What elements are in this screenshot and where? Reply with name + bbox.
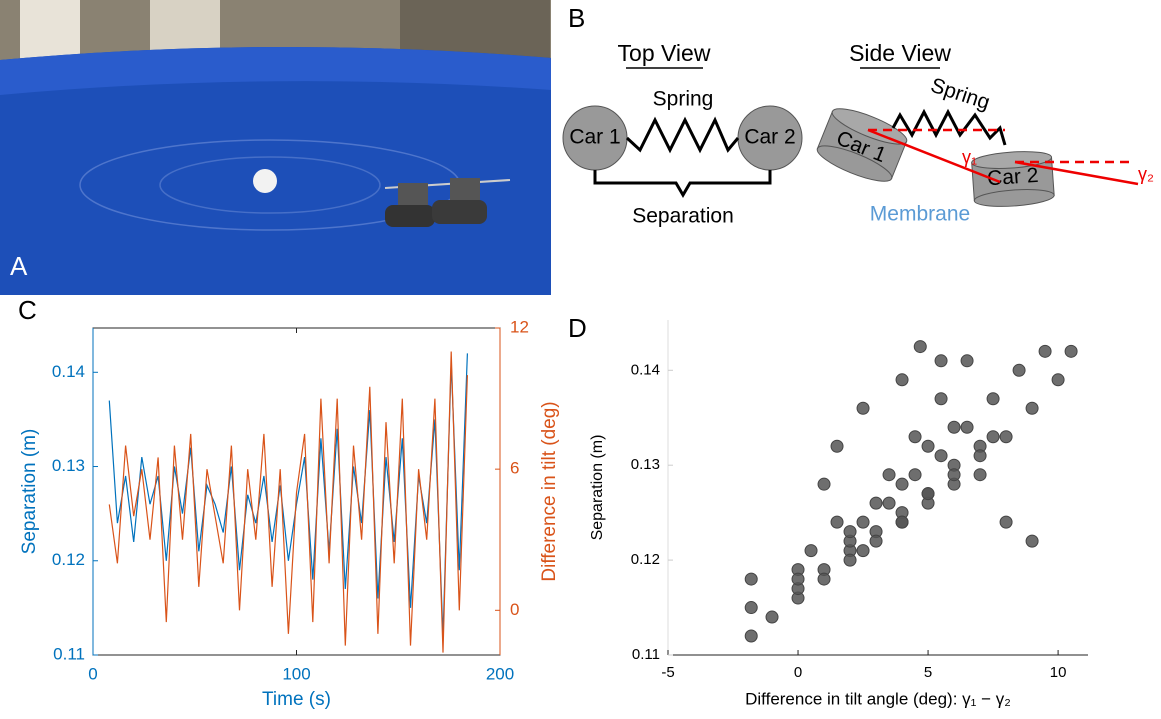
data-point (922, 440, 934, 452)
data-point (1026, 402, 1038, 414)
data-point (1000, 516, 1012, 528)
membrane-label: Membrane (870, 203, 970, 226)
view-title: Side View (849, 40, 951, 66)
data-point (909, 431, 921, 443)
data-line (109, 353, 467, 636)
panel-label: A (10, 251, 28, 281)
spring-label: Spring (653, 88, 714, 111)
y-tick-label: 0.11 (632, 646, 660, 663)
y2-tick-label: 0 (510, 600, 519, 619)
data-point (745, 573, 757, 585)
data-point (1026, 535, 1038, 547)
x-tick-label: 100 (282, 664, 310, 683)
data-point (974, 450, 986, 462)
data-point (831, 516, 843, 528)
panel-label: C (18, 295, 37, 325)
x-axis-label: Difference in tilt angle (deg): γ₁ − γ₂ (745, 689, 1011, 708)
y2-tick-label: 6 (510, 459, 519, 478)
y-tick-label: 0.12 (631, 551, 660, 568)
data-point (883, 469, 895, 481)
data-point (948, 421, 960, 433)
spring-label: Spring (928, 74, 993, 115)
data-point (935, 355, 947, 367)
car-label: Car 1 (569, 126, 620, 149)
data-point (857, 545, 869, 557)
data-point (974, 469, 986, 481)
x-tick-label: 0 (794, 664, 802, 681)
car-label: Car 2 (744, 126, 795, 149)
x-axis-label: Time (s) (262, 689, 331, 710)
data-point (896, 374, 908, 386)
data-point (883, 497, 895, 509)
data-point (922, 488, 934, 500)
y-tick-label: 0.13 (631, 456, 660, 473)
angle-label: γ₂ (1138, 164, 1154, 184)
data-point (844, 554, 856, 566)
y-tick-label: 0.12 (52, 550, 85, 569)
panel-label: D (568, 313, 587, 343)
y-axis-label: Separation (m) (589, 435, 606, 541)
data-point (896, 478, 908, 490)
x-tick-label: 10 (1050, 664, 1067, 681)
x-tick-label: 0 (88, 664, 97, 683)
data-point (831, 440, 843, 452)
data-point (909, 469, 921, 481)
angle-label: γ₁ (962, 147, 977, 167)
data-point (844, 526, 856, 538)
figure: A B Top View Car 1 Car 2 Spring Separati… (0, 0, 1161, 719)
data-point (1065, 345, 1077, 357)
data-point (896, 516, 908, 528)
y2-axis-label: Difference in tilt (deg) (539, 401, 560, 581)
data-point (961, 421, 973, 433)
data-point (987, 393, 999, 405)
data-point (948, 469, 960, 481)
y-tick-label: 0.14 (52, 362, 85, 381)
data-point (935, 393, 947, 405)
data-point (805, 545, 817, 557)
data-point (766, 611, 778, 623)
data-point (870, 535, 882, 547)
data-point (1013, 364, 1025, 376)
data-point (745, 630, 757, 642)
data-point (857, 516, 869, 528)
view-title: Top View (618, 40, 711, 66)
x-tick-label: 200 (486, 664, 514, 683)
data-point (1052, 374, 1064, 386)
data-point (870, 497, 882, 509)
photo: A (0, 0, 551, 295)
data-point (987, 431, 999, 443)
panel-label: B (568, 3, 585, 33)
data-point (1000, 431, 1012, 443)
data-point (961, 355, 973, 367)
x-tick-label: -5 (661, 664, 674, 681)
data-point (745, 602, 757, 614)
data-point (818, 573, 830, 585)
data-point (914, 341, 926, 353)
data-line (109, 352, 467, 653)
data-point (818, 478, 830, 490)
data-point (935, 450, 947, 462)
y-axis-label: Separation (m) (19, 429, 40, 555)
y-tick-label: 0.13 (52, 456, 85, 475)
data-point (1039, 345, 1051, 357)
diagram: B Top View Car 1 Car 2 Spring Separation… (563, 3, 1154, 228)
x-tick-label: 5 (924, 664, 932, 681)
data-point (857, 402, 869, 414)
y2-tick-label: 12 (510, 317, 529, 336)
y-tick-label: 0.14 (631, 361, 660, 378)
data-point (792, 573, 804, 585)
car-label: Car 2 (986, 164, 1039, 191)
separation-label: Separation (632, 205, 734, 228)
y-tick-label: 0.11 (53, 644, 85, 663)
